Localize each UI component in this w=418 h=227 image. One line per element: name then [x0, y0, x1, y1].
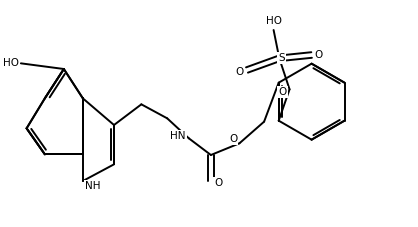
Text: HN: HN [171, 131, 186, 141]
Text: O: O [214, 178, 222, 188]
Text: NH: NH [85, 181, 100, 191]
Text: O: O [236, 67, 244, 77]
Text: O: O [229, 134, 237, 144]
Text: S: S [278, 53, 285, 63]
Text: HO: HO [265, 16, 282, 26]
Text: O: O [315, 50, 323, 60]
Text: HO: HO [3, 58, 19, 68]
Text: O: O [278, 87, 287, 97]
